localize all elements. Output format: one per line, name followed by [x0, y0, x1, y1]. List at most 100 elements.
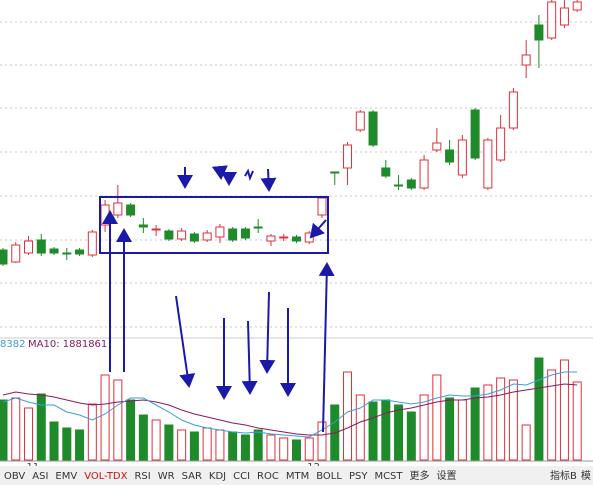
- candle-body: [151, 228, 161, 231]
- volume-bar: [75, 429, 85, 461]
- tab[interactable]: MTM: [286, 471, 309, 482]
- candle-body: [457, 139, 467, 176]
- tab[interactable]: VOL-TDX: [84, 471, 127, 482]
- volume-bar: [177, 429, 187, 461]
- volume-bar: [381, 399, 391, 461]
- candle-body: [343, 144, 353, 169]
- candle-body: [100, 204, 110, 226]
- candle-body: [432, 142, 442, 151]
- tab[interactable]: BOLL: [316, 471, 342, 482]
- tab[interactable]: MCST: [374, 471, 403, 482]
- volume-bar: [496, 377, 506, 461]
- volume-bar: [355, 394, 365, 461]
- volume-bar: [164, 424, 174, 461]
- tab[interactable]: EMV: [55, 471, 77, 482]
- candle-body: [291, 236, 301, 242]
- candle-body: [240, 228, 250, 239]
- tab[interactable]: PSY: [349, 471, 368, 482]
- volume-bar: [470, 387, 480, 461]
- volume-bar: [202, 427, 212, 461]
- volume-legend: 8382: [0, 339, 25, 350]
- arrow: [259, 291, 276, 374]
- volume-bar: [62, 427, 72, 461]
- volume-bar: [432, 374, 442, 461]
- candle-body: [24, 240, 34, 254]
- candle-body: [36, 239, 46, 254]
- tab[interactable]: WR: [158, 471, 175, 482]
- volume-bar: [508, 379, 518, 461]
- arrow: [244, 168, 254, 181]
- arrow: [309, 219, 327, 239]
- candle-body: [279, 236, 289, 239]
- tab[interactable]: 设置: [437, 470, 457, 482]
- candle-body: [508, 91, 518, 129]
- tab-bar: [0, 466, 593, 485]
- volume-bar: [291, 439, 301, 461]
- candle-body: [113, 202, 123, 216]
- candle-body: [11, 244, 21, 263]
- arrow: [260, 168, 277, 192]
- candle-body: [419, 159, 429, 189]
- tab[interactable]: CCI: [233, 471, 250, 482]
- candle-body: [445, 149, 455, 163]
- volume-bar: [11, 397, 21, 461]
- candle-body: [228, 228, 238, 241]
- volume-bar: [483, 384, 493, 461]
- grid: [0, 21, 593, 328]
- candle-body: [355, 111, 365, 131]
- tab[interactable]: SAR: [182, 471, 202, 482]
- candle-body: [394, 184, 404, 187]
- volume-bar: [368, 401, 378, 461]
- volume-bar: [419, 394, 429, 461]
- tab[interactable]: ASI: [32, 471, 48, 482]
- candle-body: [215, 226, 225, 238]
- volume-bar: [547, 369, 557, 461]
- volume-bar: [24, 407, 34, 461]
- candle-body: [496, 127, 506, 161]
- candle-body: [189, 233, 199, 242]
- volume-bar: [36, 393, 46, 461]
- candle-body: [483, 139, 493, 189]
- volume-bar: [240, 434, 250, 461]
- annotations: [99, 165, 335, 433]
- volume-bar: [317, 421, 327, 461]
- volume-bar: [0, 399, 8, 461]
- arrow: [241, 320, 258, 395]
- candle-body: [266, 235, 276, 242]
- candle-body: [534, 24, 544, 41]
- tab[interactable]: 指标B: [550, 469, 577, 482]
- candle-body: [253, 226, 263, 229]
- volume-bar: [189, 431, 199, 461]
- candle-body: [62, 252, 72, 255]
- candle-body: [138, 224, 148, 228]
- candles: 1112: [0, 0, 582, 473]
- annotation-box: [99, 196, 329, 254]
- candle-body: [470, 109, 480, 159]
- volume-bar: [406, 411, 416, 461]
- candle-body: [177, 230, 187, 240]
- arrow: [175, 295, 196, 388]
- ma-line: [2, 371, 578, 438]
- arrow: [211, 165, 228, 180]
- candle-body: [368, 111, 378, 146]
- candle-body: [521, 54, 531, 66]
- candle-body: [202, 232, 212, 241]
- volume-bar: [151, 419, 161, 461]
- tab[interactable]: KDJ: [209, 471, 226, 482]
- tab[interactable]: 模: [581, 470, 591, 482]
- volume-bar: [572, 381, 582, 461]
- candle-body: [164, 230, 174, 240]
- volume-bar: [228, 431, 238, 461]
- volume-bar: [394, 404, 404, 461]
- volume-bar: [126, 399, 136, 461]
- volume-bar: [266, 434, 276, 461]
- tab[interactable]: 更多: [410, 469, 430, 482]
- volume-bar: [100, 374, 110, 461]
- tab[interactable]: OBV: [4, 471, 25, 482]
- candle-body: [317, 197, 327, 216]
- tab[interactable]: ROC: [257, 471, 279, 482]
- ma10-legend: MA10: 1881861: [28, 339, 107, 350]
- tab[interactable]: RSI: [134, 471, 150, 482]
- candle-body: [0, 249, 8, 265]
